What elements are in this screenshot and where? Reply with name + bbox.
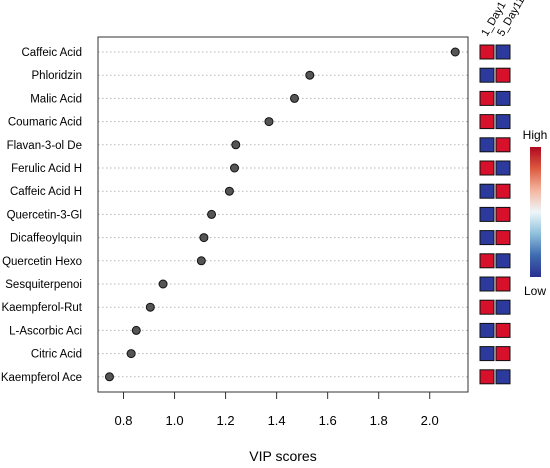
legend-gradient-bar: [530, 147, 541, 277]
heatmap-cell: [495, 346, 511, 362]
category-label: Malic Acid: [30, 93, 82, 105]
x-axis-title: VIP scores: [249, 448, 316, 464]
category-label: L-Ascorbic Aci: [9, 325, 82, 337]
data-point: [264, 117, 274, 127]
heatmap-cell: [479, 160, 495, 176]
data-point: [199, 233, 209, 243]
x-tick-label: 2.0: [421, 413, 439, 428]
heatmap-cell: [495, 322, 511, 338]
heatmap-cell: [495, 137, 511, 153]
heatmap-cell: [495, 253, 511, 269]
heatmap-cell: [495, 67, 511, 83]
data-point: [207, 209, 217, 219]
heatmap-cell: [479, 346, 495, 362]
heatmap-cell: [479, 206, 495, 222]
heatmap-cell: [479, 230, 495, 246]
heatmap-cell: [495, 299, 511, 315]
x-tick-label: 0.8: [114, 413, 132, 428]
data-point: [224, 186, 234, 196]
heatmap-cell: [495, 369, 511, 385]
data-point: [196, 256, 206, 266]
heatmap-cell: [495, 160, 511, 176]
heatmap-cell: [495, 230, 511, 246]
category-label: Flavan-3-ol De: [7, 140, 82, 152]
data-point: [131, 325, 141, 335]
heatmap-cell: [495, 114, 511, 130]
data-point: [230, 163, 240, 173]
x-tick-label: 1.8: [370, 413, 388, 428]
heatmap-cell: [479, 44, 495, 60]
data-point: [231, 140, 241, 150]
category-labels: Caffeic Acid Phloridzin Malic Acid Coumaric…: [1, 47, 83, 384]
heatmap-cell: [479, 253, 495, 269]
heatmap-cell: [479, 90, 495, 106]
heatmap-cell: [479, 137, 495, 153]
data-point: [450, 47, 460, 57]
category-label: Kaempferol-Rut: [1, 302, 82, 314]
legend-low-label: Low: [524, 284, 546, 298]
category-label: Caffeic Acid H: [10, 186, 82, 198]
gridlines: [98, 51, 468, 378]
data-point: [126, 349, 136, 359]
data-point: [145, 302, 155, 312]
legend-high-label: High: [523, 128, 548, 142]
heatmap-cell: [479, 67, 495, 83]
category-label: Caffeic Acid: [21, 47, 82, 59]
heatmap-cell: [495, 44, 511, 60]
heatmap-cell: [479, 276, 495, 292]
heatmap-cell: [495, 90, 511, 106]
x-axis: 0.8 1.0 1.2 1.4 1.6 1.8 2.0: [114, 391, 439, 428]
category-label: Citric Acid: [31, 349, 82, 361]
data-point: [104, 372, 114, 382]
heatmap-cell: [479, 114, 495, 130]
category-label: Kaempferol Ace: [1, 372, 82, 384]
data-points: [104, 47, 460, 382]
heatmap-cell: [495, 206, 511, 222]
category-label: Phloridzin: [32, 70, 83, 82]
color-legend: High Low: [523, 128, 548, 298]
heatmap-cell: [495, 183, 511, 199]
heatmap-cell: [495, 276, 511, 292]
heatmap-cell: [479, 183, 495, 199]
data-point: [158, 279, 168, 289]
heatmap-cell: [479, 299, 495, 315]
category-label: Ferulic Acid H: [11, 163, 82, 175]
x-tick-label: 1.2: [217, 413, 235, 428]
x-tick-label: 1.4: [268, 413, 286, 428]
heatmap-cell: [479, 322, 495, 338]
x-tick-label: 1.6: [319, 413, 337, 428]
data-point: [305, 70, 315, 80]
x-tick-label: 1.0: [166, 413, 184, 428]
category-label: Sesquiterpenoi: [5, 279, 82, 291]
heatmap-cell: [479, 369, 495, 385]
category-label: Quercetin-3-Gl: [7, 209, 82, 221]
data-point: [289, 93, 299, 103]
category-label: Quercetin Hexo: [2, 256, 82, 268]
category-label: Coumaric Acid: [8, 117, 82, 129]
category-label: Dicaffeoylquin: [10, 233, 82, 245]
